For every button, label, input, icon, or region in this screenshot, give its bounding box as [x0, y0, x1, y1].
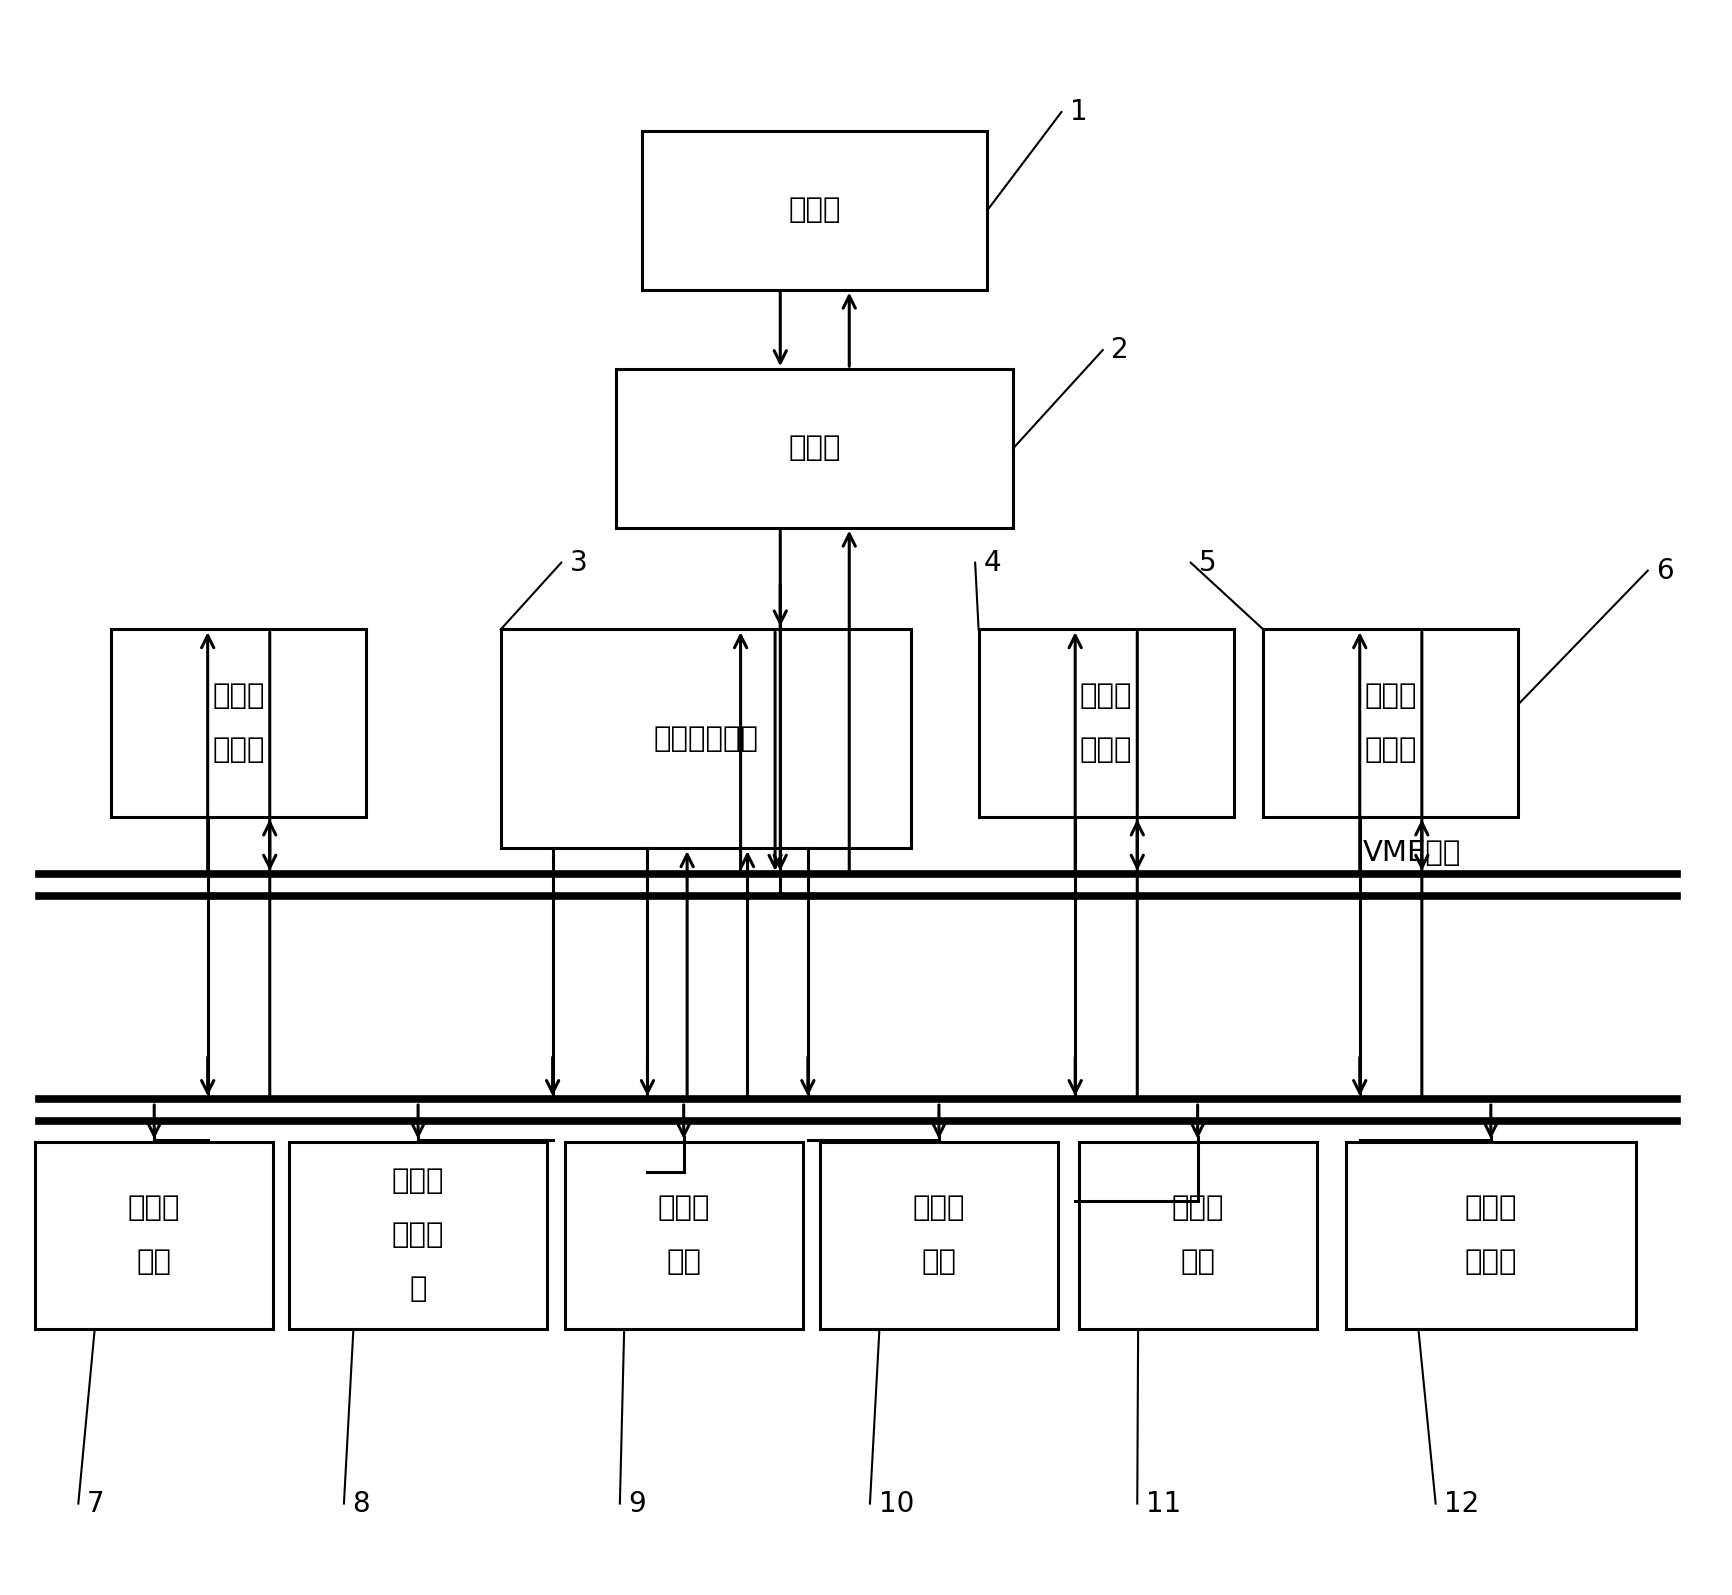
Bar	[643, 131, 987, 290]
Text: 调平调: 调平调	[391, 1168, 443, 1196]
Text: 制器: 制器	[1179, 1249, 1214, 1276]
Text: 高阶像: 高阶像	[1464, 1195, 1516, 1222]
Text: 运动控: 运动控	[1079, 683, 1131, 710]
Text: 狭缝控: 狭缝控	[656, 1195, 710, 1222]
Bar	[819, 1142, 1057, 1329]
Text: 制组件: 制组件	[1079, 735, 1131, 764]
Text: 5: 5	[1199, 549, 1216, 577]
Text: 10: 10	[878, 1490, 913, 1517]
Text: 9: 9	[629, 1490, 646, 1517]
Bar	[1346, 1142, 1635, 1329]
Text: 12: 12	[1443, 1490, 1479, 1517]
Bar	[1077, 1142, 1316, 1329]
Bar	[501, 630, 911, 849]
Text: 11: 11	[1145, 1490, 1181, 1517]
Text: 6: 6	[1656, 557, 1673, 585]
Text: 激光计: 激光计	[213, 683, 265, 710]
Bar	[289, 1142, 547, 1329]
Bar	[111, 630, 365, 817]
Text: 3: 3	[570, 549, 587, 577]
Text: 信号采: 信号采	[1363, 683, 1417, 710]
Text: 制器: 制器	[665, 1249, 701, 1276]
Text: 集组件: 集组件	[1363, 735, 1417, 764]
Bar	[1263, 630, 1517, 817]
Bar	[565, 1142, 802, 1329]
Text: 1: 1	[1069, 97, 1088, 126]
Text: 2: 2	[1110, 337, 1128, 364]
Text: 同步控制组件: 同步控制组件	[653, 724, 759, 753]
Text: VME总线: VME总线	[1363, 839, 1460, 868]
Text: 焦控制: 焦控制	[391, 1222, 443, 1249]
Bar	[979, 630, 1233, 817]
Text: 上位机: 上位机	[788, 196, 840, 225]
Text: 制器: 制器	[137, 1249, 171, 1276]
Text: 7: 7	[87, 1490, 104, 1517]
Text: 照明控: 照明控	[913, 1195, 965, 1222]
Bar	[617, 368, 1013, 528]
Text: 数组件: 数组件	[213, 735, 265, 764]
Bar	[35, 1142, 274, 1329]
Text: 制器: 制器	[921, 1249, 956, 1276]
Text: 剂量控: 剂量控	[1171, 1195, 1223, 1222]
Text: 器: 器	[409, 1276, 426, 1303]
Text: 8: 8	[352, 1490, 371, 1517]
Text: 控制器: 控制器	[1464, 1249, 1516, 1276]
Text: 对准控: 对准控	[128, 1195, 180, 1222]
Text: 4: 4	[984, 549, 1001, 577]
Text: 下位机: 下位机	[788, 434, 840, 463]
